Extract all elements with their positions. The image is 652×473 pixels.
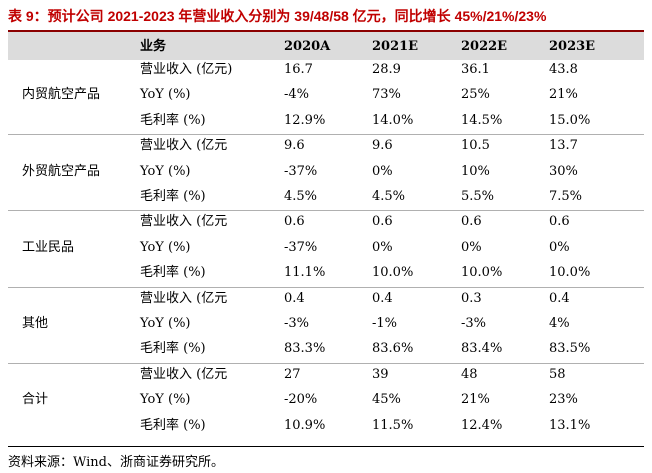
value-cell: 10.0% [461, 265, 503, 281]
value-cell: 83.6% [372, 341, 414, 357]
value-cell: 45% [372, 392, 401, 408]
group-label: 合计 [22, 392, 49, 408]
value-cell: 39 [372, 366, 389, 382]
value-cell: 30% [549, 163, 578, 179]
value-cell: 73% [372, 87, 401, 103]
metric-cell: 营业收入 (亿元 [140, 366, 228, 382]
value-cell: 0.3 [461, 290, 482, 306]
value-cell: 9.6 [372, 138, 393, 154]
value-cell: 28.9 [372, 62, 401, 77]
value-cell: 83.3% [284, 341, 326, 357]
value-cell: 25% [461, 87, 490, 103]
metric-cell: 毛利率 (%) [140, 341, 206, 357]
value-cell: 10.9% [284, 417, 326, 433]
value-cell: 21% [461, 392, 490, 408]
value-cell: 0% [549, 239, 570, 255]
value-cell: 12.4% [461, 417, 503, 433]
value-cell: 27 [284, 366, 301, 382]
metric-cell: 毛利率 (%) [140, 265, 206, 281]
value-cell: 21% [549, 87, 578, 103]
metric-cell: 毛利率 (%) [140, 112, 206, 128]
value-cell: 0% [461, 239, 482, 255]
value-cell: 7.5% [549, 189, 583, 204]
value-cell: 43.8 [549, 62, 578, 77]
value-cell: -3% [461, 316, 487, 331]
metric-cell: YoY (%) [140, 316, 191, 331]
header-cell: 2023E [549, 39, 596, 54]
value-cell: 58 [549, 366, 566, 382]
value-cell: -37% [284, 239, 318, 255]
value-cell: 0.6 [549, 214, 570, 230]
value-cell: 4.5% [284, 189, 318, 204]
value-cell: 14.0% [372, 112, 414, 128]
value-cell: 36.1 [461, 62, 490, 77]
metric-cell: 营业收入 (亿元) [140, 62, 233, 77]
value-cell: -37% [284, 163, 318, 179]
value-cell: 14.5% [461, 112, 503, 128]
metric-cell: 毛利率 (%) [140, 417, 206, 433]
group-separator [8, 134, 644, 135]
value-cell: 5.5% [461, 189, 495, 204]
metric-cell: 营业收入 (亿元 [140, 214, 228, 230]
value-cell: 10.0% [549, 265, 591, 281]
group-label: 工业民品 [22, 239, 75, 255]
value-cell: 15.0% [549, 112, 591, 128]
metric-cell: YoY (%) [140, 163, 191, 179]
table-bottom-rule [8, 446, 644, 447]
value-cell: 9.6 [284, 138, 305, 154]
value-cell: 83.5% [549, 341, 591, 357]
source-note: 资料来源：Wind、浙商证券研究所。 [8, 455, 224, 470]
value-cell: 0.6 [461, 214, 482, 230]
value-cell: -4% [284, 87, 310, 103]
value-cell: 13.1% [549, 417, 591, 433]
value-cell: 0.4 [284, 290, 305, 306]
value-cell: 0.6 [372, 214, 393, 230]
value-cell: 83.4% [461, 341, 503, 357]
value-cell: 0.4 [372, 290, 393, 306]
value-cell: -3% [284, 316, 310, 331]
value-cell: 11.1% [284, 265, 326, 281]
value-cell: 48 [461, 366, 478, 382]
group-label: 外贸航空产品 [22, 163, 101, 179]
table-header-row [8, 32, 644, 60]
value-cell: 0.6 [284, 214, 305, 230]
value-cell: 13.7 [549, 138, 578, 154]
value-cell: 4% [549, 316, 570, 331]
group-label: 其他 [22, 316, 49, 331]
header-cell: 2022E [461, 39, 508, 54]
value-cell: 0% [372, 163, 393, 179]
header-cell: 业务 [140, 39, 167, 54]
value-cell: 0% [372, 239, 393, 255]
value-cell: 10.5 [461, 138, 490, 154]
metric-cell: YoY (%) [140, 239, 191, 255]
header-cell: 2021E [372, 39, 419, 54]
metric-cell: 毛利率 (%) [140, 189, 206, 204]
table-top-rule [8, 30, 644, 32]
metric-cell: 营业收入 (亿元 [140, 138, 228, 154]
value-cell: -1% [372, 316, 398, 331]
group-separator [8, 210, 644, 211]
group-separator [8, 287, 644, 288]
value-cell: 10.0% [372, 265, 414, 281]
metric-cell: 营业收入 (亿元 [140, 290, 228, 306]
value-cell: -20% [284, 392, 318, 408]
value-cell: 0.4 [549, 290, 570, 306]
metric-cell: YoY (%) [140, 392, 191, 408]
value-cell: 23% [549, 392, 578, 408]
group-label: 内贸航空产品 [22, 87, 101, 103]
table-title: 表 9：预计公司 2021-2023 年营业收入分别为 39/48/58 亿元，… [8, 8, 547, 24]
group-separator [8, 363, 644, 364]
value-cell: 16.7 [284, 62, 313, 77]
value-cell: 11.5% [372, 417, 414, 433]
value-cell: 10% [461, 163, 490, 179]
value-cell: 4.5% [372, 189, 406, 204]
header-cell: 2020A [284, 39, 331, 54]
metric-cell: YoY (%) [140, 87, 191, 103]
value-cell: 12.9% [284, 112, 326, 128]
